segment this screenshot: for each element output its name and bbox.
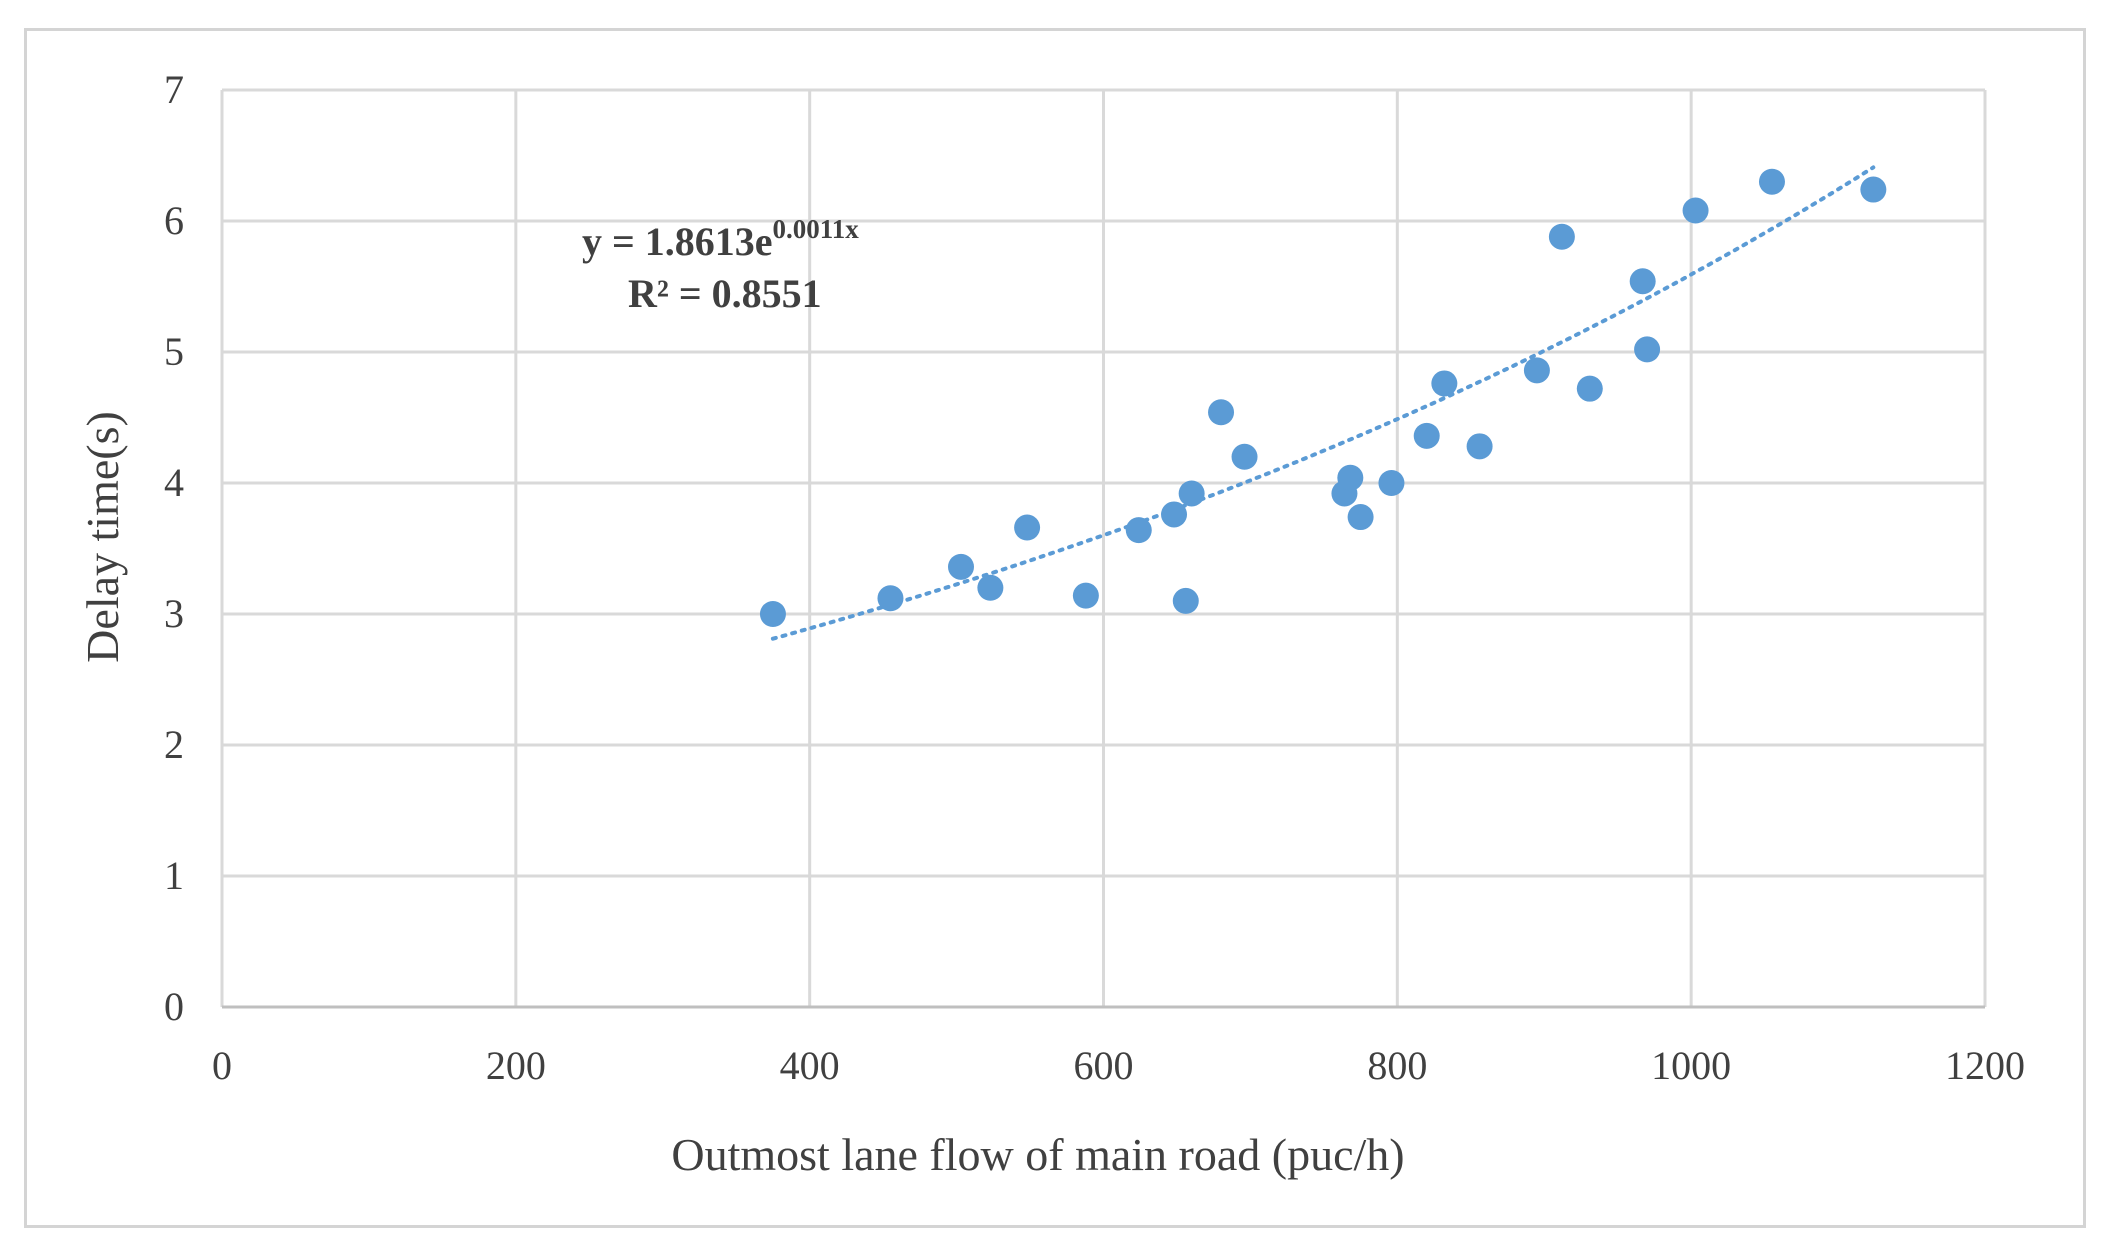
data-point: [1178, 480, 1205, 507]
data-point: [1682, 197, 1709, 224]
x-tick-label: 200: [486, 1043, 546, 1088]
data-point: [1208, 399, 1235, 426]
y-tick-label: 5: [164, 329, 184, 374]
data-point: [1860, 176, 1887, 203]
y-tick-label: 3: [164, 591, 184, 636]
x-tick-label: 1000: [1651, 1043, 1731, 1088]
data-point: [1548, 223, 1575, 250]
x-tick-labels: 0 200 400 600 800 1000 1200: [212, 1043, 2025, 1088]
y-axis-title: Delay time(s): [77, 411, 128, 663]
y-tick-labels: 0 1 2 3 4 5 6 7: [164, 67, 184, 1029]
x-axis-title: Outmost lane flow of main road (puc/h): [671, 1129, 1404, 1180]
data-point: [1758, 168, 1785, 195]
data-point: [1413, 422, 1440, 449]
x-tick-label: 800: [1367, 1043, 1427, 1088]
data-point: [1466, 433, 1493, 460]
x-tick-label: 0: [212, 1043, 232, 1088]
data-point: [1014, 514, 1041, 541]
x-tick-label: 400: [780, 1043, 840, 1088]
data-point: [1172, 587, 1199, 614]
data-point: [759, 601, 786, 627]
data-points: [759, 168, 1887, 627]
data-point: [877, 585, 904, 612]
y-tick-label: 7: [164, 67, 184, 112]
data-point: [1576, 375, 1603, 402]
y-tick-label: 0: [164, 984, 184, 1029]
data-point: [977, 574, 1004, 601]
y-tick-label: 2: [164, 722, 184, 767]
data-point: [1231, 443, 1258, 470]
y-tick-label: 4: [164, 460, 184, 505]
x-tick-label: 1200: [1945, 1043, 2025, 1088]
data-point: [1161, 501, 1188, 528]
data-point: [1431, 370, 1458, 397]
data-point: [947, 553, 974, 580]
trendline: [770, 165, 1876, 641]
x-tick-label: 600: [1074, 1043, 1134, 1088]
data-point: [1629, 268, 1656, 295]
grid-lines: [220, 88, 1987, 1009]
chart-frame: [24, 28, 2086, 1228]
data-point: [1125, 517, 1152, 544]
data-point: [1634, 336, 1661, 363]
data-point: [1378, 470, 1405, 496]
data-point: [1523, 357, 1550, 384]
y-tick-label: 1: [164, 853, 184, 898]
r-squared-label: R² = 0.8551: [628, 271, 822, 316]
y-tick-label: 6: [164, 198, 184, 243]
trend-equation: y = 1.8613e0.0011x: [582, 214, 859, 264]
data-point: [1337, 464, 1364, 491]
data-point: [1072, 582, 1099, 609]
data-point: [1347, 504, 1374, 531]
